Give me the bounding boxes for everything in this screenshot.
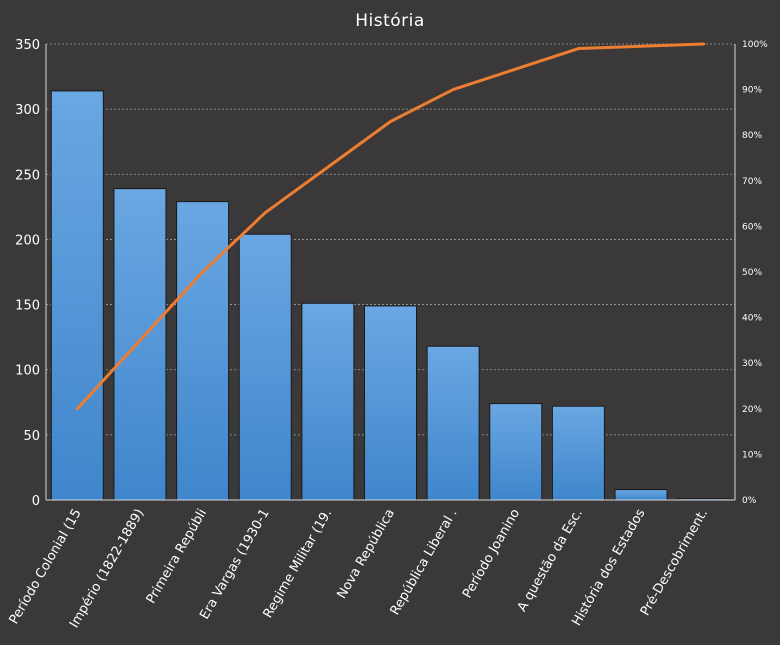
x-tick-label: Era Vargas (1930-1	[197, 507, 272, 623]
cumulative-line	[75, 42, 706, 411]
y-right-tick-label: 20%	[742, 405, 762, 415]
bar	[113, 188, 167, 501]
cumulative-line-path	[75, 42, 706, 411]
y-right-tick-label: 40%	[742, 314, 762, 324]
x-tick-label: Nova República	[334, 507, 397, 602]
x-tick-label: República Liberal .	[388, 507, 461, 618]
y-right-tick-label: 70%	[742, 177, 762, 187]
y-left-tick-label: 50	[23, 429, 40, 444]
y-right-tick-label: 50%	[742, 268, 762, 278]
y-left-tick-label: 200	[15, 233, 40, 248]
y-left-tick-label: 300	[15, 103, 40, 118]
bar	[238, 233, 292, 501]
axes	[45, 44, 736, 501]
chart-title: História	[355, 11, 425, 31]
y-left-tick-label: 250	[15, 168, 40, 183]
x-tick-label: História dos Estados	[569, 506, 648, 628]
x-tick-label: A questão da Esc.	[515, 507, 586, 615]
y-left-tick-label: 0	[32, 494, 40, 509]
bars	[50, 90, 731, 501]
y-right-tick-label: 80%	[742, 131, 762, 141]
bar	[551, 405, 605, 501]
bar	[426, 345, 480, 501]
y-left-tick-label: 100	[15, 364, 40, 379]
bar	[176, 201, 230, 501]
bar	[364, 305, 417, 501]
y-right-tick-label: 10%	[742, 450, 762, 460]
bar	[614, 489, 668, 501]
y-left-tick-label: 150	[15, 299, 40, 314]
y-right-tick-label: 30%	[742, 359, 762, 369]
x-tick-label: Império (1822-1889)	[67, 507, 147, 631]
x-tick-label: Período Colonial (15	[7, 507, 85, 627]
x-tick-label: Primeira Repúbli	[144, 507, 210, 607]
y-right-tick-label: 100%	[742, 40, 768, 50]
bar	[50, 90, 104, 501]
x-tick-label: Pré-Descobriment.	[638, 507, 711, 619]
y-right-tick-label: 90%	[742, 86, 762, 96]
y-right-tick-label: 0%	[742, 496, 757, 506]
bar	[301, 302, 355, 501]
x-tick-label: Regime Militar (19.	[261, 507, 336, 621]
x-tick-label: Período Joanino	[460, 506, 523, 601]
bar	[489, 403, 543, 501]
y-left-tick-label: 350	[15, 38, 40, 53]
y-right-tick-label: 60%	[742, 222, 762, 232]
